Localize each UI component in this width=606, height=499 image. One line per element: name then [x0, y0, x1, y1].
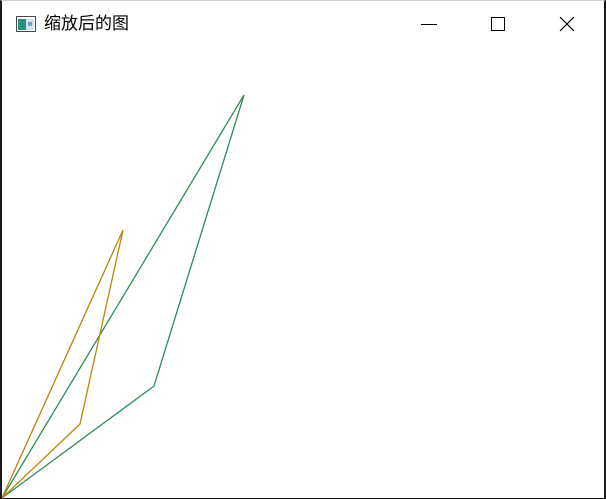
app-window-icon — [16, 16, 36, 32]
original-quadrilateral — [2, 94, 245, 499]
minimize-icon — [421, 24, 437, 25]
maximize-icon — [491, 17, 505, 31]
close-icon — [559, 16, 575, 32]
minimize-button[interactable] — [406, 1, 452, 47]
scaled-quadrilateral — [2, 229, 124, 499]
title-bar[interactable]: 缩放后的图 — [2, 1, 604, 47]
close-button[interactable] — [544, 1, 590, 47]
maximize-button[interactable] — [475, 1, 521, 47]
window-title: 缩放后的图 — [44, 14, 129, 34]
